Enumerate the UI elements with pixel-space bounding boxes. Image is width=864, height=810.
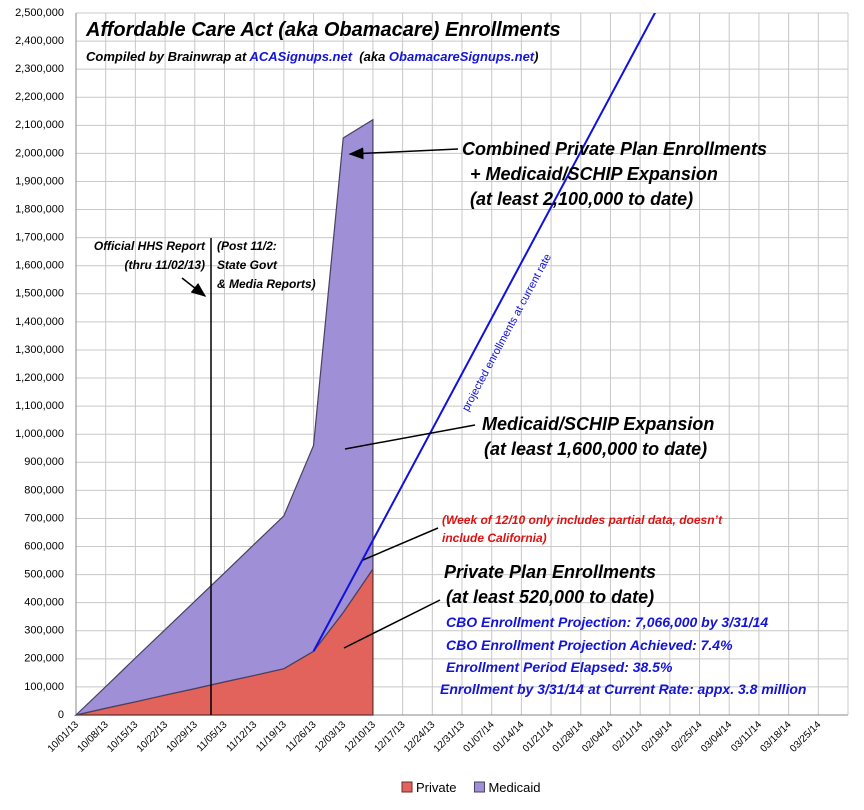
- legend-swatch: [473, 781, 485, 793]
- y-tick-label: 1,100,000: [15, 400, 64, 412]
- arrow: [181, 277, 207, 297]
- leader-line: [343, 599, 441, 649]
- annotation: + Medicaid/SCHIP Expansion: [470, 164, 718, 184]
- annotation: (at least 2,100,000 to date): [470, 189, 693, 209]
- annotation: & Media Reports): [217, 277, 316, 291]
- subtitle-part: ): [532, 49, 538, 64]
- y-tick-label: 1,600,000: [15, 260, 64, 272]
- leader-line: [362, 527, 439, 561]
- area: [74, 118, 374, 717]
- projection-group: [312, 13, 657, 652]
- y-tick-label: 800,000: [24, 484, 64, 496]
- y-tick-label: 100,000: [24, 681, 64, 693]
- y-tick-label: 1,900,000: [15, 175, 64, 187]
- y-tick-label: 1,800,000: [15, 203, 64, 215]
- annotation: Combined Private Plan Enrollments: [462, 139, 767, 159]
- chart-subtitle: Compiled by Brainwrap at ACASignups.net …: [86, 49, 538, 64]
- annotation: (thru 11/02/13): [125, 258, 205, 272]
- y-tick-label: 1,700,000: [15, 232, 64, 244]
- annotation: CBO Enrollment Projection: 7,066,000 by …: [446, 614, 768, 630]
- y-tick-label: 700,000: [24, 512, 64, 524]
- y-tick-label: 1,200,000: [15, 372, 64, 384]
- annotation: Private Plan Enrollments: [444, 562, 656, 582]
- legend-label: Medicaid: [488, 780, 540, 795]
- leader-line: [344, 424, 476, 450]
- legend-label: Private: [416, 780, 456, 795]
- y-tick-label: 400,000: [24, 597, 64, 609]
- y-tick-label: 2,200,000: [15, 91, 64, 103]
- y-tick-label: 300,000: [24, 625, 64, 637]
- legend-swatch: [401, 781, 413, 793]
- annotation: (Post 11/2:: [217, 239, 277, 253]
- y-tick-label: 2,300,000: [15, 63, 64, 75]
- annotation: (at least 520,000 to date): [446, 587, 654, 607]
- y-tick-label: 200,000: [24, 653, 64, 665]
- annotation: Medicaid/SCHIP Expansion: [482, 414, 714, 434]
- annotation: Enrollment Period Elapsed: 38.5%: [446, 659, 673, 675]
- y-tick-label: 600,000: [24, 540, 64, 552]
- y-tick-label: 500,000: [24, 569, 64, 581]
- annotation: include California): [442, 531, 547, 545]
- subtitle-link: ACASignups.net: [249, 49, 353, 64]
- y-tick-label: 1,500,000: [15, 288, 64, 300]
- chart-title: Affordable Care Act (aka Obamacare) Enro…: [85, 19, 561, 41]
- projection-line: [312, 13, 657, 652]
- annotation: Official HHS Report: [94, 239, 206, 253]
- annotation: (at least 1,600,000 to date): [484, 439, 707, 459]
- annotation: (Week of 12/10 only includes partial dat…: [442, 513, 723, 527]
- subtitle-link: ObamacareSignups.net: [389, 49, 535, 64]
- y-tick-label: 2,100,000: [15, 119, 64, 131]
- annotation: Enrollment by 3/31/14 at Current Rate: a…: [440, 681, 806, 697]
- y-tick-label: 0: [58, 709, 64, 721]
- y-tick-label: 2,500,000: [15, 7, 64, 19]
- annotation: State Govt: [217, 258, 278, 272]
- arrow: [348, 147, 459, 160]
- y-tick-label: 1,300,000: [15, 344, 64, 356]
- subtitle-part: Compiled by Brainwrap at: [86, 49, 250, 64]
- y-tick-label: 1,000,000: [15, 428, 64, 440]
- y-tick-label: 2,000,000: [15, 147, 64, 159]
- y-tick-label: 900,000: [24, 456, 64, 468]
- y-tick-label: 1,400,000: [15, 316, 64, 328]
- y-tick-label: 2,400,000: [15, 35, 64, 47]
- subtitle-part: (aka: [352, 49, 389, 64]
- annotation: CBO Enrollment Projection Achieved: 7.4%: [446, 637, 733, 653]
